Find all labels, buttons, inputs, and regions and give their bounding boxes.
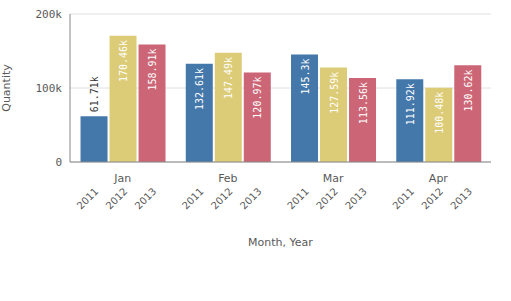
svg-text:2013: 2013 bbox=[133, 186, 159, 212]
svg-text:127.59k: 127.59k bbox=[329, 72, 340, 114]
svg-text:2012: 2012 bbox=[104, 186, 130, 212]
svg-text:130.62k: 130.62k bbox=[463, 69, 474, 111]
svg-text:0: 0 bbox=[55, 156, 62, 169]
svg-text:120.97k: 120.97k bbox=[252, 76, 263, 118]
svg-text:2013: 2013 bbox=[448, 186, 474, 212]
svg-text:2011: 2011 bbox=[390, 186, 416, 212]
svg-text:Apr: Apr bbox=[429, 172, 449, 185]
svg-text:158.91k: 158.91k bbox=[147, 48, 158, 90]
svg-text:147.49k: 147.49k bbox=[223, 57, 234, 99]
svg-text:2012: 2012 bbox=[314, 186, 340, 212]
svg-text:145.3k: 145.3k bbox=[300, 58, 311, 94]
svg-text:Jan: Jan bbox=[113, 172, 131, 185]
svg-text:Quantity: Quantity bbox=[8, 64, 13, 112]
svg-text:Mar: Mar bbox=[323, 172, 344, 185]
svg-text:170.46k: 170.46k bbox=[118, 40, 129, 82]
svg-text:100k: 100k bbox=[36, 82, 63, 95]
svg-text:2013: 2013 bbox=[343, 186, 369, 212]
svg-text:Month, Year: Month, Year bbox=[248, 236, 313, 249]
svg-text:2013: 2013 bbox=[238, 186, 264, 212]
svg-text:61.71k: 61.71k bbox=[89, 76, 100, 112]
svg-text:2011: 2011 bbox=[180, 186, 206, 212]
svg-text:132.61k: 132.61k bbox=[194, 68, 205, 110]
svg-text:2011: 2011 bbox=[285, 186, 311, 212]
svg-text:111.92k: 111.92k bbox=[405, 83, 416, 125]
svg-text:100.48k: 100.48k bbox=[434, 92, 445, 134]
svg-text:2011: 2011 bbox=[75, 186, 101, 212]
svg-text:2012: 2012 bbox=[209, 186, 235, 212]
svg-text:113.56k: 113.56k bbox=[358, 82, 369, 124]
svg-text:2012: 2012 bbox=[419, 186, 445, 212]
svg-text:Feb: Feb bbox=[218, 172, 237, 185]
svg-text:200k: 200k bbox=[36, 8, 63, 21]
